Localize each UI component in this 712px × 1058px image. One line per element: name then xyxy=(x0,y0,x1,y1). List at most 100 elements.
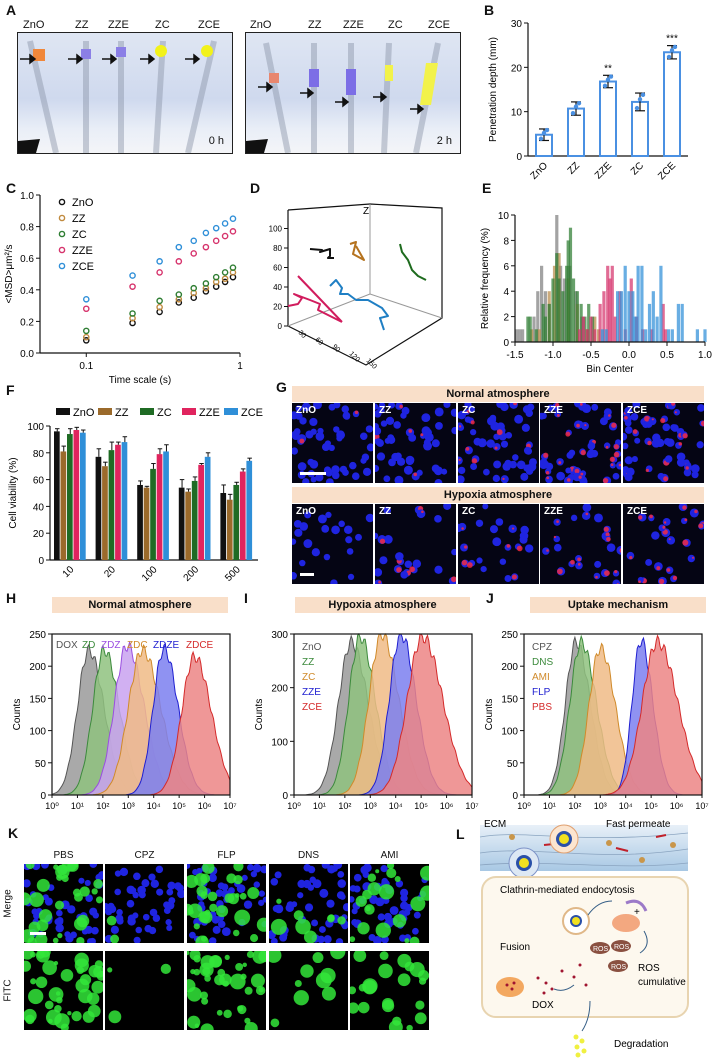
nucleus xyxy=(141,879,150,888)
red-signal xyxy=(613,444,619,450)
histogram-bar xyxy=(666,329,671,342)
green-signal xyxy=(235,962,244,971)
red-signal xyxy=(682,505,687,510)
nucleus xyxy=(325,511,332,519)
histogram-bar xyxy=(610,265,614,342)
green-signal xyxy=(106,915,117,926)
row-label: Merge xyxy=(2,889,14,918)
nucleus xyxy=(487,416,496,426)
column-label: PBS xyxy=(53,850,74,861)
nucleus xyxy=(353,885,361,893)
nucleus xyxy=(375,532,379,540)
nucleus xyxy=(341,405,350,413)
scatter-point xyxy=(221,269,229,276)
red-signal xyxy=(651,418,654,421)
trajectory-line xyxy=(349,241,365,261)
x-tick-label: 10¹ xyxy=(313,801,326,811)
y-tick-label: 2 xyxy=(503,313,509,324)
nucleus xyxy=(295,405,302,412)
scatter-point xyxy=(190,250,198,257)
tubes-illustration-2h xyxy=(246,42,441,153)
green-signal xyxy=(295,918,311,935)
nucleus xyxy=(209,937,217,943)
column-label: DNS xyxy=(297,850,320,861)
cell-image xyxy=(107,963,171,1024)
y-tick-label: 150 xyxy=(501,694,518,705)
histogram-bar xyxy=(598,303,602,342)
nucleus xyxy=(380,865,388,873)
green-signal xyxy=(39,951,51,958)
histogram-bar xyxy=(526,316,530,342)
nucleus xyxy=(331,465,340,474)
green-signal xyxy=(350,986,357,995)
green-signal xyxy=(160,963,171,975)
time-label: 0 h xyxy=(208,135,224,147)
green-signal xyxy=(237,1005,247,1015)
significance-label: *** xyxy=(666,34,678,45)
nucleus xyxy=(500,403,509,412)
plot-frame xyxy=(293,633,473,796)
nucleus xyxy=(458,522,467,531)
nucleus xyxy=(312,879,322,889)
x-tick-label: 10⁰ xyxy=(45,801,59,811)
green-signal xyxy=(187,979,196,993)
tube-label: ZnO xyxy=(250,19,272,31)
x-tick-label: 90 xyxy=(331,343,342,354)
green-signal xyxy=(312,952,324,964)
bar xyxy=(178,487,185,560)
legend-marker xyxy=(58,262,66,270)
y-tick-label: 1.0 xyxy=(20,191,34,202)
tube-label: ZZ xyxy=(75,19,89,31)
nucleus xyxy=(623,432,628,441)
chart-b-penetration-depth: 0 10 20 30 Penetration depth (mm) ZnO ZZ ZZE ** Z… xyxy=(488,19,688,182)
nucleus xyxy=(624,473,633,482)
y-axis-label: Counts xyxy=(12,699,23,731)
data-point xyxy=(544,127,550,133)
x-tick-label: 10⁴ xyxy=(619,801,633,811)
nucleus xyxy=(97,871,103,880)
micrograph-label: ZC xyxy=(462,506,476,517)
data-point xyxy=(573,104,579,109)
nucleus xyxy=(505,432,513,439)
nucleus xyxy=(565,467,572,474)
bar xyxy=(220,493,227,560)
nucleus xyxy=(687,554,696,563)
bar xyxy=(80,432,86,560)
green-signal xyxy=(199,991,208,1000)
cell-image xyxy=(540,403,621,483)
red-signal xyxy=(666,568,671,572)
data-point xyxy=(669,48,675,53)
green-signal xyxy=(30,978,37,985)
nucleus xyxy=(691,471,699,479)
nucleus xyxy=(656,438,665,448)
nucleus xyxy=(67,905,76,914)
nucleus xyxy=(624,456,633,465)
scatter-point xyxy=(221,220,229,227)
nucleus xyxy=(662,518,671,526)
y-tick-label: 50 xyxy=(35,759,47,770)
green-signal xyxy=(227,893,239,905)
nucleus xyxy=(133,936,141,943)
x-tick-label: 10⁵ xyxy=(644,801,658,811)
nucleus xyxy=(630,412,639,421)
data-point xyxy=(608,74,614,79)
histogram-bar xyxy=(543,316,547,342)
x-tick-label: ZC xyxy=(629,160,646,177)
red-signal xyxy=(610,463,614,467)
column-label: AMI xyxy=(380,850,399,861)
nucleus xyxy=(342,903,348,912)
y-tick-label: 0 xyxy=(516,152,522,163)
micrograph-merge-ami xyxy=(350,864,429,943)
nucleus xyxy=(375,568,383,577)
red-signal xyxy=(511,574,517,580)
nucleus xyxy=(345,536,353,544)
cell-image xyxy=(24,864,103,943)
green-signal xyxy=(250,934,259,943)
x-tick-label: 10⁷ xyxy=(695,801,708,811)
green-signal xyxy=(381,999,395,1013)
red-signal xyxy=(413,472,418,477)
nucleus xyxy=(591,403,599,411)
cell-image xyxy=(292,511,373,584)
green-signal xyxy=(108,1010,122,1024)
scatter-point xyxy=(82,295,90,303)
